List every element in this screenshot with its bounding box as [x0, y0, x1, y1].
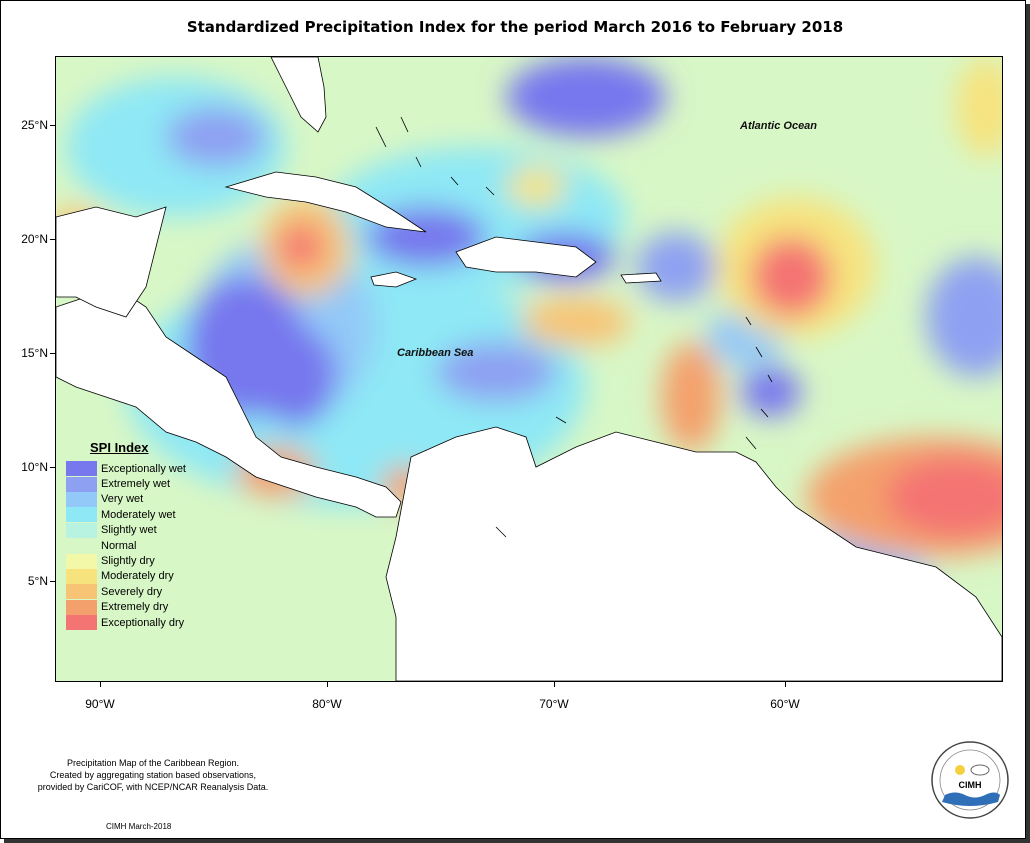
land-masses [56, 57, 1002, 681]
legend-swatch [66, 568, 97, 584]
legend-item: Slightly wet [66, 522, 206, 538]
footer-line-3: provided by CariCOF, with NCEP/NCAR Rean… [37, 782, 269, 792]
legend-label: Moderately dry [101, 570, 174, 583]
lon-tick-line-70 [554, 681, 555, 687]
legend-label: Exceptionally dry [101, 616, 185, 629]
legend-swatch [66, 584, 97, 600]
legend-swatch [66, 476, 97, 492]
legend-item: Moderately dry [66, 568, 206, 584]
puerto-rico [620, 272, 662, 284]
caribbean-sea-label: Caribbean Sea [397, 347, 474, 359]
legend-swatch [66, 615, 97, 631]
water-icon [942, 792, 1000, 806]
lat-tick-15: 15°N [21, 346, 48, 360]
credit-text: CIMH March-2018 [106, 822, 172, 831]
lat-tick-25: 25°N [21, 118, 48, 132]
cuba [224, 171, 427, 233]
legend-label: Very wet [101, 493, 144, 506]
legend-item: Normal [66, 538, 206, 554]
legend-swatch [66, 507, 97, 523]
map-canvas [55, 56, 1003, 682]
lon-tick-90: 90°W [85, 697, 115, 711]
legend-item: Extremely dry [66, 599, 206, 615]
legend-item: Moderately wet [66, 507, 206, 523]
lon-tick-line-90 [100, 681, 101, 687]
cimh-logo: CIMH [931, 741, 1009, 819]
legend-item: Severely dry [66, 584, 206, 600]
legend-swatch [66, 538, 97, 554]
legend-swatch [66, 553, 97, 569]
legend-label: Severely dry [101, 585, 163, 598]
legend-swatch [66, 491, 97, 507]
legend-label: Extremely wet [101, 478, 171, 491]
legend-item: Extremely wet [66, 476, 206, 492]
lon-tick-60: 60°W [770, 697, 800, 711]
lat-tick-line-25 [50, 125, 56, 126]
central-america [56, 286, 402, 518]
legend-rows: Exceptionally wet Extremely wet Very wet Mo… [66, 461, 206, 631]
lon-tick-80: 80°W [312, 697, 342, 711]
legend-item: Exceptionally dry [66, 615, 206, 631]
lat-tick-line-5 [50, 581, 56, 582]
footer-line-2: Created by aggregating station based obs… [49, 770, 257, 780]
legend-swatch [66, 599, 97, 615]
lat-tick-10: 10°N [21, 460, 48, 474]
cloud-icon [970, 764, 990, 776]
legend-swatch [66, 522, 97, 538]
legend-label: Moderately wet [101, 508, 176, 521]
legend-item: Slightly dry [66, 553, 206, 569]
legend-swatch [66, 461, 97, 477]
logo-text: CIMH [959, 780, 982, 790]
legend-label: Exceptionally wet [101, 462, 186, 475]
legend-item: Very wet [66, 491, 206, 507]
yucatan [56, 206, 167, 318]
footer-line-1: Precipitation Map of the Caribbean Regio… [66, 758, 240, 768]
lon-tick-line-60 [785, 681, 786, 687]
lat-tick-line-20 [50, 239, 56, 240]
sun-icon [955, 765, 965, 775]
map-svg [56, 57, 1002, 681]
legend-label: Slightly dry [101, 555, 155, 568]
spi-legend: SPI Index Exceptionally wet Extremely wet… [66, 440, 206, 631]
lat-tick-line-15 [50, 353, 56, 354]
florida [270, 57, 327, 133]
legend-label: Normal [101, 539, 137, 552]
atlantic-ocean-label: Atlantic Ocean [740, 120, 818, 132]
legend-label: Extremely dry [101, 601, 169, 614]
jamaica [370, 271, 418, 288]
small-islands [375, 116, 773, 538]
hispaniola [455, 236, 597, 278]
legend-title: SPI Index [90, 440, 149, 455]
legend-label: Slightly wet [101, 524, 157, 537]
lon-tick-70: 70°W [539, 697, 569, 711]
lat-tick-20: 20°N [21, 232, 48, 246]
south-america [385, 426, 1002, 681]
lat-tick-5: 5°N [27, 574, 48, 588]
footer-note: Precipitation Map of the Caribbean Regio… [8, 757, 298, 793]
map-title: Standardized Precipitation Index for the… [186, 18, 844, 36]
lat-tick-line-10 [50, 467, 56, 468]
lon-tick-line-80 [327, 681, 328, 687]
legend-item: Exceptionally wet [66, 461, 206, 477]
